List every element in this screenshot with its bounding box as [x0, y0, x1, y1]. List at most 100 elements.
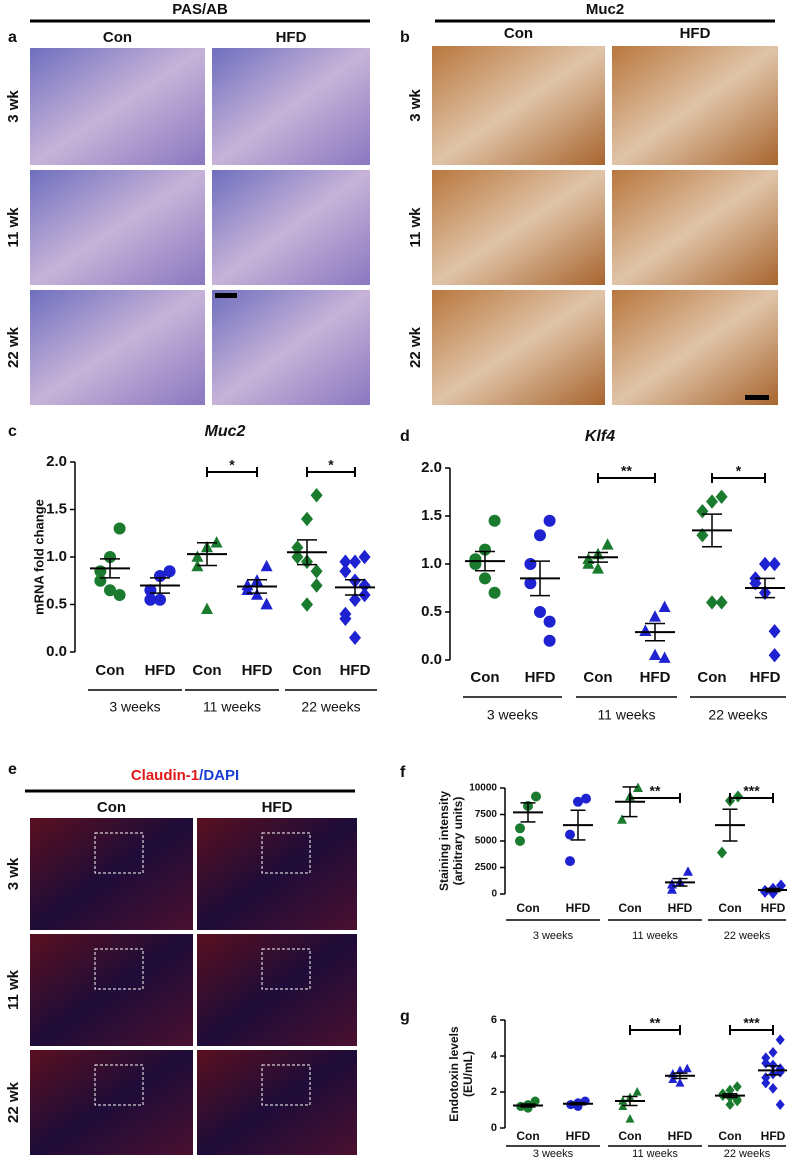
data-point	[310, 488, 323, 503]
micrograph	[30, 818, 193, 930]
data-point	[349, 630, 361, 645]
data-point	[601, 538, 614, 550]
micrograph	[432, 170, 605, 285]
x-tick-label: Con	[95, 662, 124, 679]
x-tick-label: HFD	[340, 662, 371, 679]
micrograph	[30, 170, 205, 285]
data-point	[639, 624, 652, 636]
y-tick-label: 0	[491, 1122, 497, 1134]
y-tick-label: 1.0	[46, 548, 67, 565]
zoom-box	[261, 948, 311, 990]
x-tick-label: Con	[516, 901, 539, 915]
row-label: 11 wk	[5, 969, 22, 1010]
data-point	[358, 578, 371, 593]
y-tick-label: 5000	[475, 836, 498, 847]
group-label: 11 weeks	[632, 1148, 678, 1159]
y-axis-label: Staining intensity	[437, 791, 451, 891]
data-point	[632, 1087, 642, 1096]
data-point	[104, 551, 116, 563]
data-point	[358, 549, 371, 565]
y-axis-label: (arbitrary units)	[451, 797, 465, 886]
x-tick-label: Con	[516, 1129, 539, 1143]
data-point	[775, 1034, 785, 1046]
group-label: 11 weeks	[597, 707, 655, 723]
data-point	[531, 791, 541, 802]
group-label: 3 weeks	[533, 1148, 574, 1159]
data-point	[154, 570, 166, 582]
row-label: 3 wk	[5, 857, 22, 890]
column-label: HFD	[680, 25, 711, 42]
data-point	[210, 536, 223, 548]
panel-letter: b	[400, 29, 410, 46]
x-tick-label: Con	[618, 901, 641, 915]
data-point	[543, 615, 556, 628]
sig-label: *	[736, 463, 742, 479]
y-tick-label: 2500	[475, 862, 498, 873]
data-point	[339, 611, 352, 626]
y-tick-label: 6	[491, 1014, 497, 1026]
y-tick-label: 1.0	[421, 555, 442, 572]
y-tick-label: 0	[491, 889, 497, 900]
data-point	[696, 504, 709, 519]
micrograph	[197, 818, 357, 930]
data-point	[658, 600, 671, 612]
y-axis-label: (EU/mL)	[461, 1051, 475, 1097]
x-tick-label: Con	[583, 669, 612, 686]
x-tick-label: Con	[618, 1129, 641, 1143]
data-point	[301, 511, 313, 527]
y-tick-label: 7500	[475, 809, 498, 820]
row-label: 11 wk	[407, 207, 424, 248]
x-tick-label: HFD	[761, 1129, 786, 1143]
data-point	[488, 586, 501, 599]
data-point	[633, 782, 643, 792]
data-point	[251, 588, 263, 600]
group-label: 22 weeks	[724, 930, 771, 942]
chart-title: Klf4	[585, 428, 615, 445]
data-point	[732, 1095, 742, 1107]
x-tick-label: HFD	[668, 901, 693, 915]
data-point	[775, 1099, 785, 1110]
data-point	[543, 514, 556, 527]
data-point	[761, 1077, 771, 1089]
x-tick-label: HFD	[145, 662, 176, 679]
column-label: Con	[504, 25, 533, 42]
data-point	[573, 796, 583, 807]
data-point	[94, 574, 107, 587]
x-tick-label: HFD	[668, 1129, 693, 1143]
group-label: 3 weeks	[109, 699, 160, 715]
data-point	[339, 564, 352, 579]
title-part: Claudin-1	[131, 767, 199, 784]
data-point	[725, 1099, 735, 1110]
data-point	[582, 557, 595, 569]
y-tick-label: 2.0	[46, 453, 67, 470]
data-point	[706, 494, 718, 509]
panel-title: Muc2	[586, 1, 624, 18]
x-tick-label: Con	[718, 901, 741, 915]
x-tick-label: HFD	[640, 669, 671, 686]
data-point	[534, 606, 546, 618]
column-label: Con	[103, 29, 132, 46]
data-point	[113, 589, 126, 601]
data-point	[768, 1047, 778, 1058]
column-label: Con	[97, 799, 126, 816]
data-point	[658, 651, 671, 663]
sig-label: **	[650, 783, 661, 799]
group-label: 22 weeks	[724, 1148, 771, 1159]
y-tick-label: 1.5	[46, 500, 67, 517]
panel-letter: a	[8, 29, 17, 46]
data-point	[768, 556, 781, 572]
y-tick-label: 2	[491, 1086, 497, 1098]
data-point	[565, 856, 575, 867]
data-point	[260, 559, 273, 572]
sig-label: **	[621, 463, 632, 479]
micrograph	[197, 1050, 357, 1155]
data-point	[725, 1084, 735, 1096]
micrograph	[30, 48, 205, 165]
sig-label: *	[229, 457, 235, 473]
micrograph	[612, 290, 778, 405]
zoom-box	[94, 832, 144, 874]
chart-title: Muc2	[205, 423, 246, 440]
micrograph	[212, 290, 370, 405]
data-point	[715, 489, 728, 504]
